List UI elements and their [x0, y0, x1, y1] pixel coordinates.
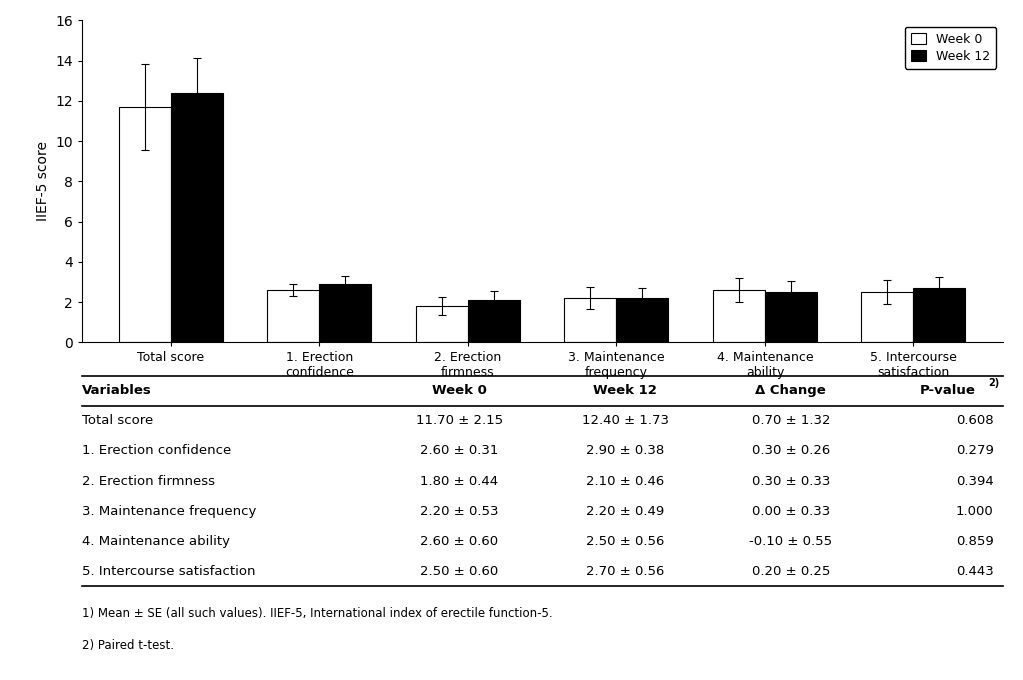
Text: 12.40 ± 1.73: 12.40 ± 1.73	[581, 414, 669, 427]
Bar	[765, 292, 817, 342]
Text: 0.608: 0.608	[957, 414, 993, 427]
Text: 2. Erection firmness: 2. Erection firmness	[82, 475, 215, 488]
Text: 3. Maintenance frequency: 3. Maintenance frequency	[82, 505, 256, 517]
Text: 0.443: 0.443	[957, 565, 993, 578]
Text: 2.90 ± 0.38: 2.90 ± 0.38	[586, 445, 664, 458]
Text: 2.60 ± 0.60: 2.60 ± 0.60	[420, 534, 498, 548]
Bar	[861, 292, 914, 342]
Text: 2.60 ± 0.31: 2.60 ± 0.31	[420, 445, 498, 458]
Legend: Week 0, Week 12: Week 0, Week 12	[904, 27, 996, 69]
Text: Week 12: Week 12	[593, 384, 657, 397]
Bar	[468, 300, 520, 342]
Text: 0.394: 0.394	[957, 475, 993, 488]
Text: Total score: Total score	[82, 414, 153, 427]
Text: 1. Erection confidence: 1. Erection confidence	[82, 445, 231, 458]
Text: 0.30 ± 0.33: 0.30 ± 0.33	[752, 475, 830, 488]
Text: 4. Maintenance ability: 4. Maintenance ability	[82, 534, 230, 548]
Text: 0.859: 0.859	[957, 534, 993, 548]
Bar	[565, 298, 617, 342]
Text: 2.70 ± 0.56: 2.70 ± 0.56	[586, 565, 664, 578]
Bar	[171, 93, 223, 342]
Text: 5. Intercourse satisfaction: 5. Intercourse satisfaction	[82, 565, 256, 578]
Text: 0.30 ± 0.26: 0.30 ± 0.26	[752, 445, 830, 458]
Text: 0.279: 0.279	[955, 445, 994, 458]
Text: 2.50 ± 0.56: 2.50 ± 0.56	[586, 534, 664, 548]
Text: 2.50 ± 0.60: 2.50 ± 0.60	[420, 565, 498, 578]
Text: 1) Mean ± SE (all such values). IIEF-5, International index of erectile function: 1) Mean ± SE (all such values). IIEF-5, …	[82, 607, 552, 620]
Text: Δ Change: Δ Change	[755, 384, 827, 397]
Text: P-value: P-value	[920, 384, 975, 397]
Bar	[416, 306, 468, 342]
Bar	[119, 107, 171, 342]
Text: 2.20 ± 0.53: 2.20 ± 0.53	[420, 505, 498, 517]
Bar	[319, 284, 371, 342]
Text: 2.10 ± 0.46: 2.10 ± 0.46	[586, 475, 664, 488]
Bar	[914, 288, 966, 342]
Text: 2.20 ± 0.49: 2.20 ± 0.49	[586, 505, 664, 517]
Text: -0.10 ± 0.55: -0.10 ± 0.55	[749, 534, 833, 548]
Text: 2) Paired t-test.: 2) Paired t-test.	[82, 639, 174, 652]
Y-axis label: IIEF-5 score: IIEF-5 score	[36, 141, 49, 222]
Text: 1.000: 1.000	[957, 505, 993, 517]
Text: Variables: Variables	[82, 384, 151, 397]
Bar	[267, 290, 319, 342]
Text: 2): 2)	[988, 379, 999, 388]
Text: 1.80 ± 0.44: 1.80 ± 0.44	[420, 475, 498, 488]
Text: 0.20 ± 0.25: 0.20 ± 0.25	[752, 565, 830, 578]
Bar	[617, 298, 668, 342]
Text: 0.00 ± 0.33: 0.00 ± 0.33	[752, 505, 830, 517]
Text: 0.70 ± 1.32: 0.70 ± 1.32	[752, 414, 830, 427]
Text: 11.70 ± 2.15: 11.70 ± 2.15	[415, 414, 503, 427]
Text: Week 0: Week 0	[432, 384, 487, 397]
Bar	[713, 290, 765, 342]
